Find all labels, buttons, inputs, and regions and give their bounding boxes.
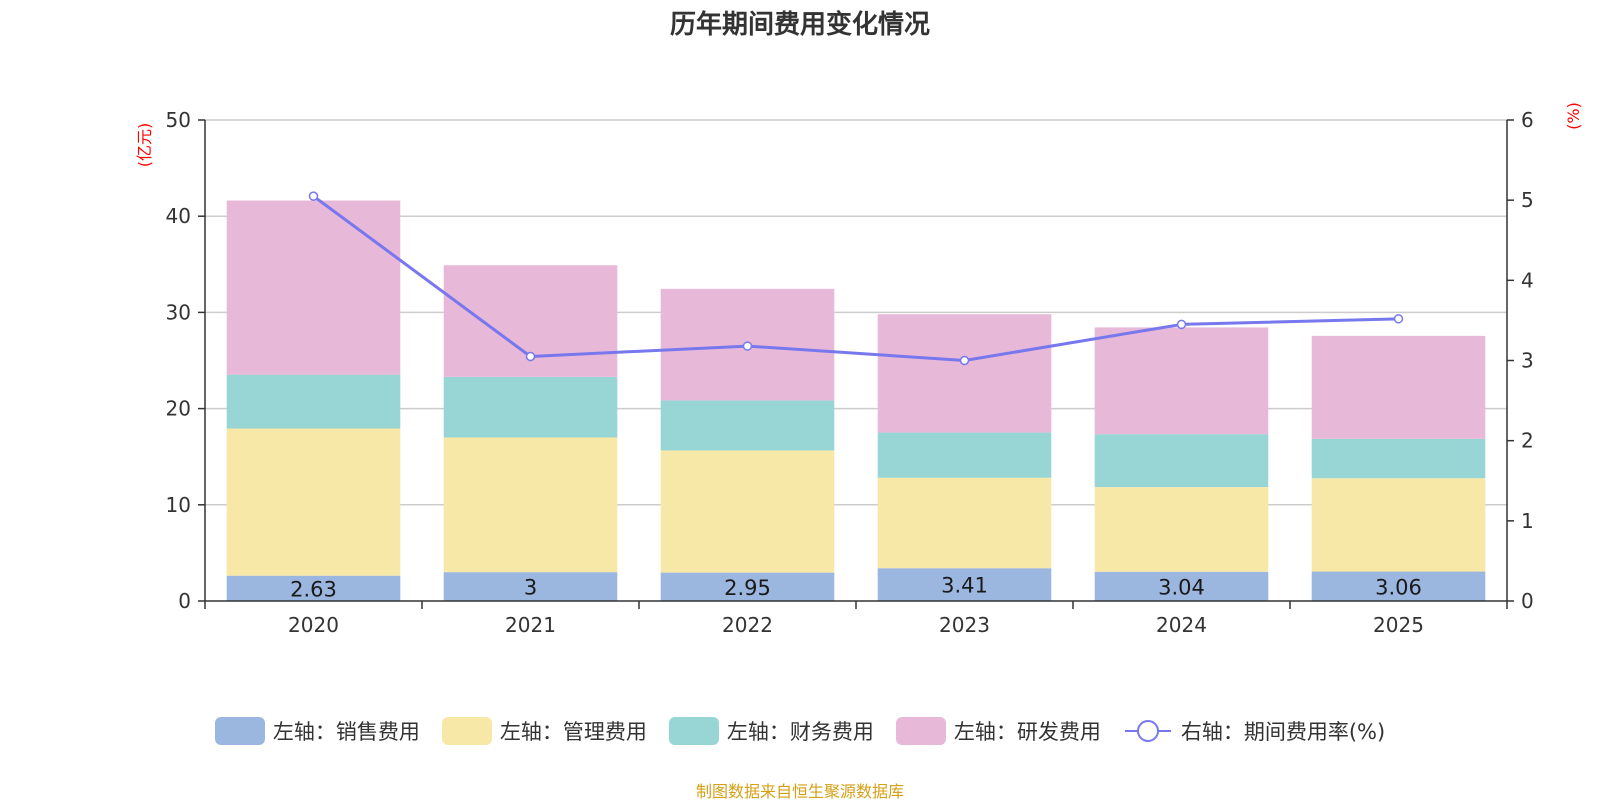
x-axis-tick-label: 2025 (1373, 613, 1424, 637)
legend-label: 左轴：研发费用 (953, 720, 1101, 744)
legend-item[interactable]: 左轴：销售费用 (214, 716, 420, 746)
grid-lines (205, 119, 1507, 506)
right-axis-unit: (%) (1564, 102, 1583, 130)
line-point (308, 191, 319, 201)
x-axis-tick-label: 2022 (722, 613, 773, 637)
bar-data-label: 3.41 (941, 574, 988, 598)
bar-segment (877, 432, 1052, 478)
line-series-path (312, 194, 1399, 362)
x-axis-tick-label: 2020 (288, 613, 339, 637)
right-axis-tick-label: 2 (1521, 429, 1534, 453)
legend-line-icon (1124, 720, 1171, 742)
legend-label: 右轴：期间费用率(%) (1180, 720, 1386, 744)
bar-segment (226, 575, 401, 601)
legend-label: 左轴：管理费用 (499, 720, 647, 744)
left-axis-tick-label: 20 (166, 397, 191, 421)
legend: 左轴：销售费用 左轴：管理费用 左轴：财务费用 左轴：研发费用 右轴：期间费用率(%) (0, 716, 1600, 746)
bar-series (226, 200, 1486, 601)
bar-segment (1311, 478, 1486, 572)
left-axis-unit: (亿元) (135, 123, 154, 168)
legend-swatch (441, 717, 492, 745)
bar-segment (443, 572, 618, 601)
bar-segment (226, 200, 401, 375)
bar-data-label: 3.04 (1158, 575, 1205, 599)
bar-segment (877, 568, 1052, 601)
line-point (1393, 314, 1404, 324)
axes: 0 10 20 30 40 50 0 1 2 3 4 5 6 2020 2021 2022 2023 2024 20… (135, 102, 1583, 637)
line-series (308, 191, 1404, 366)
x-axis-tick-label: 2023 (939, 613, 990, 637)
line-point (959, 355, 970, 366)
data-labels: 2.63 3 2.95 3.41 3.04 3.06 (290, 574, 1422, 602)
left-axis-tick-label: 30 (166, 300, 191, 324)
bar-segment (660, 400, 835, 451)
legend-item[interactable]: 左轴：研发费用 (895, 716, 1101, 746)
bar-data-label: 2.95 (724, 576, 771, 600)
line-point (1176, 319, 1187, 330)
bar-segment (226, 374, 401, 429)
bar-segment (877, 314, 1052, 433)
bar-segment (1311, 571, 1486, 601)
bar-segment (1094, 434, 1269, 488)
left-axis-tick-label: 50 (166, 108, 191, 132)
chart-title: 历年期间费用变化情况 (669, 10, 930, 40)
bar-segment (1311, 335, 1486, 439)
legend-item[interactable]: 左轴：财务费用 (668, 716, 874, 746)
legend-label: 左轴：销售费用 (272, 720, 420, 744)
bar-data-label: 3 (524, 576, 537, 600)
right-axis-tick-label: 1 (1521, 509, 1534, 533)
legend-item[interactable]: 左轴：管理费用 (441, 716, 647, 746)
bar-segment (226, 428, 401, 576)
legend-swatch (668, 717, 719, 745)
line-point (742, 341, 753, 351)
left-axis-tick-label: 0 (178, 589, 191, 613)
right-axis-tick-label: 3 (1521, 349, 1534, 373)
bar-segment (660, 450, 835, 573)
bar-segment (1094, 327, 1269, 435)
legend-item[interactable]: 右轴：期间费用率(%) (1123, 716, 1385, 746)
right-axis-tick-label: 4 (1521, 268, 1534, 292)
right-axis-tick-label: 6 (1521, 108, 1534, 132)
chart-plot: 0 10 20 30 40 50 0 1 2 3 4 5 6 2020 2021 2022 2023 2024 20… (135, 102, 1583, 637)
bar-segment (443, 376, 618, 438)
bar-segment (1094, 571, 1269, 601)
right-axis-tick-label: 5 (1521, 188, 1534, 212)
bar-data-label: 3.06 (1375, 575, 1422, 599)
x-axis-tick-label: 2021 (505, 613, 556, 637)
source-note: 制图数据来自恒生聚源数据库 (695, 782, 904, 801)
legend-swatch (895, 717, 946, 745)
right-axis-tick-label: 0 (1521, 589, 1534, 613)
line-point (525, 351, 536, 362)
bar-segment (443, 437, 618, 573)
x-axis-tick-label: 2024 (1156, 613, 1207, 637)
bar-segment (660, 572, 835, 601)
bar-segment (1311, 438, 1486, 479)
bar-data-label: 2.63 (290, 577, 337, 601)
legend-swatch (214, 717, 265, 745)
bar-segment (877, 477, 1052, 569)
legend-label: 左轴：财务费用 (726, 720, 874, 744)
bar-segment (1094, 487, 1269, 572)
left-axis-tick-label: 10 (166, 493, 191, 517)
left-axis-tick-label: 40 (166, 204, 191, 228)
